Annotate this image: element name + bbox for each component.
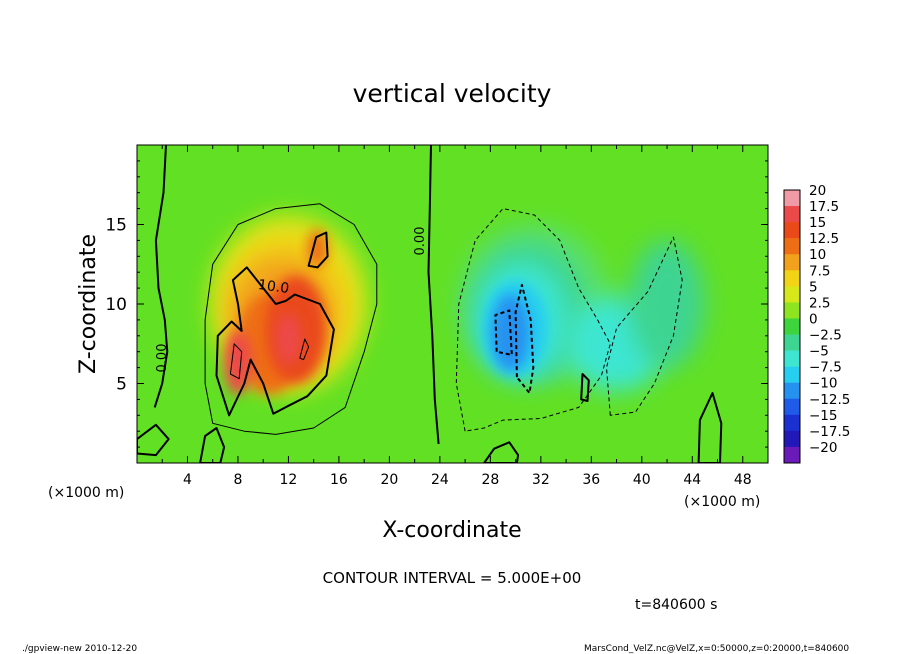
colorbar-swatch	[784, 318, 800, 336]
colorbar-label: 5	[809, 279, 818, 295]
colorbar-label: −5	[809, 344, 829, 360]
y-axis: 5 10 15	[105, 160, 768, 448]
colorbar-label: 20	[809, 183, 826, 199]
x-tick-label: 28	[481, 472, 499, 488]
contour-zero-left	[153, 145, 169, 408]
contour-zero-small	[580, 373, 590, 402]
colorbar-swatch	[784, 270, 800, 287]
x-tick-label: 16	[330, 472, 348, 488]
y-tick-label: 5	[116, 375, 127, 395]
contour-zero-center	[427, 145, 440, 444]
colorbar-swatch	[784, 334, 800, 352]
colorbar-swatch	[784, 382, 800, 400]
colorbar: 2017.51512.5107.552.50−2.5−5−7.5−10−12.5…	[783, 183, 850, 464]
field-blob	[224, 331, 252, 395]
colorbar-label: 17.5	[809, 199, 839, 215]
x-tick-label: 36	[582, 472, 600, 488]
colorbar-swatch	[784, 302, 800, 319]
x-axis: 4 8 12 16 20 24 28 32 36 40 44 48	[161, 145, 752, 488]
contour-15-right	[299, 338, 310, 361]
colorbar-label: 2.5	[809, 295, 830, 311]
x-axis-label: X-coordinate	[382, 518, 521, 543]
colorbar-label: −17.5	[809, 424, 850, 440]
contour-label-10: 10.0	[257, 277, 290, 297]
colorbar-swatch	[784, 238, 800, 255]
colorbar-label: −2.5	[809, 328, 842, 344]
field-blob	[275, 313, 302, 365]
colorbar-label: 12.5	[809, 231, 839, 247]
colorbar-label: −12.5	[809, 392, 850, 408]
colorbar-swatch	[784, 350, 800, 368]
contour-minus10	[494, 309, 513, 356]
field-blob	[307, 229, 328, 268]
x-tick-label: 40	[633, 472, 651, 488]
colorbar-swatch	[784, 366, 800, 384]
colorbar-swatch	[784, 254, 800, 271]
y-axis-label: Z-coordinate	[76, 234, 101, 374]
time-label: t=840600 s	[635, 597, 717, 613]
colorbar-swatch	[784, 222, 800, 239]
contour-label-zero-left: 0.00	[155, 344, 170, 373]
footer-left: ./gpview-new 2010-12-20	[22, 644, 137, 654]
colorbar-label: 0	[809, 311, 818, 327]
contour-zero-bottom	[137, 423, 170, 457]
colorbar-swatch	[784, 430, 800, 448]
colorbar-label: −10	[809, 376, 838, 392]
contour-10-top	[307, 231, 329, 269]
colorbar-label: 10	[809, 247, 826, 263]
x-tick-label: 44	[683, 472, 701, 488]
colorbar-label: −20	[809, 440, 838, 456]
colorbar-swatch	[784, 286, 800, 303]
field-blob	[629, 240, 705, 368]
contour-zero-bottom	[483, 441, 520, 463]
contour-interval: CONTOUR INTERVAL = 5.000E+00	[323, 569, 582, 587]
colorbar-swatch	[784, 206, 800, 223]
plot-area	[137, 145, 768, 463]
x-tick-label: 20	[380, 472, 398, 488]
colorbar-label: −15	[809, 408, 838, 424]
colorbar-frame	[783, 189, 801, 464]
contour-zero-bottom	[697, 392, 723, 463]
colorbar-label: −7.5	[809, 360, 842, 376]
footer-right: MarsCond_VelZ.nc@VelZ,x=0:50000,z=0:2000…	[584, 644, 849, 654]
contour-label-zero-center: 0.00	[413, 227, 428, 256]
y-tick-label: 10	[105, 295, 127, 315]
colorbar-swatch	[784, 446, 800, 464]
contour-minus5	[606, 236, 683, 416]
contour-zero-bottom	[199, 427, 226, 463]
contour-minus5	[455, 208, 611, 432]
contour-10	[215, 266, 335, 417]
x-tick-label: 32	[532, 472, 550, 488]
colorbar-swatch	[784, 414, 800, 432]
contour-lines	[137, 145, 723, 463]
contour-minus10	[514, 283, 535, 394]
colorbar-swatch	[784, 398, 800, 416]
x-unit-left: (×1000 m)	[48, 485, 124, 501]
x-unit-right: (×1000 m)	[684, 494, 760, 510]
contour-15-left	[229, 343, 243, 380]
colorbar-label: 15	[809, 215, 826, 231]
x-tick-label: 48	[734, 472, 752, 488]
x-tick-label: 4	[183, 472, 192, 488]
colorbar-label: 7.5	[809, 263, 830, 279]
contour-5	[204, 203, 378, 435]
x-tick-label: 12	[280, 472, 298, 488]
chart-title: vertical velocity	[353, 79, 552, 108]
x-tick-label: 8	[233, 472, 242, 488]
colorbar-swatch	[784, 190, 800, 207]
x-tick-label: 24	[431, 472, 449, 488]
y-tick-label: 15	[105, 216, 127, 236]
